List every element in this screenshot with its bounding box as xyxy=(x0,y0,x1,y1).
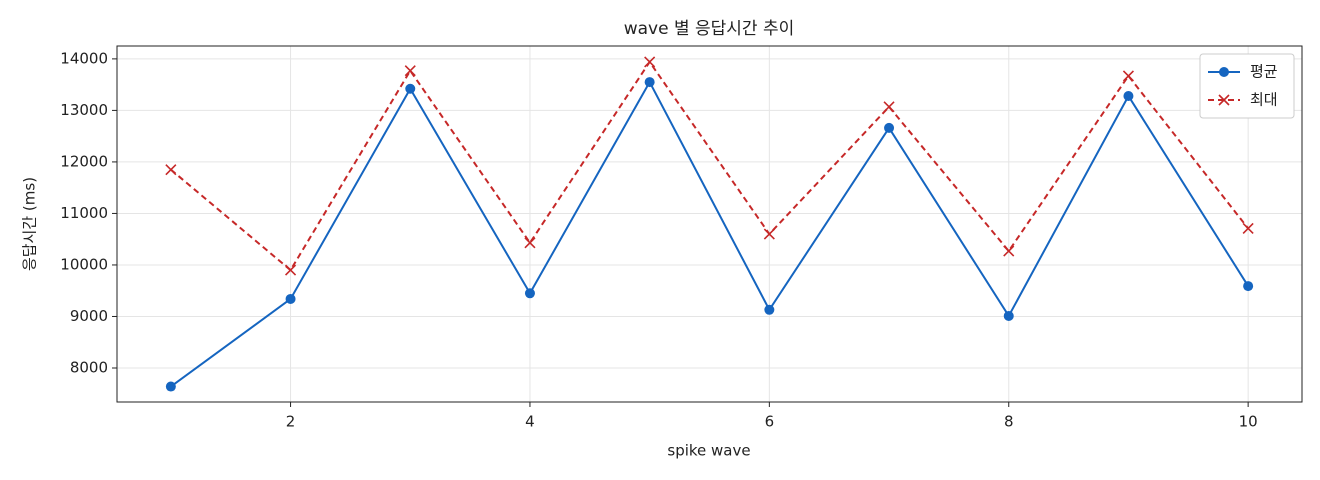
point xyxy=(165,164,177,176)
legend-box xyxy=(1199,53,1295,119)
legend-label: 최대 xyxy=(1250,91,1278,109)
y-tick-label: 11000 xyxy=(60,204,108,222)
point xyxy=(1242,222,1254,234)
point xyxy=(1123,90,1134,101)
legend-marker xyxy=(1218,94,1230,106)
point xyxy=(884,122,895,133)
point xyxy=(524,237,536,249)
point xyxy=(524,288,535,299)
series-line xyxy=(170,79,1249,388)
point xyxy=(644,77,655,88)
point xyxy=(764,304,775,315)
y-tick-label: 9000 xyxy=(70,307,108,325)
point xyxy=(404,65,416,77)
legend-label: 평균 xyxy=(1250,63,1278,81)
y-tick-label: 12000 xyxy=(60,152,108,170)
point xyxy=(1003,310,1014,321)
y-tick-label: 13000 xyxy=(60,101,108,119)
point xyxy=(405,83,416,94)
point xyxy=(644,56,656,68)
y-tick-label: 10000 xyxy=(60,255,108,273)
x-axis-label: spike wave xyxy=(667,442,750,460)
series-line xyxy=(170,60,1249,272)
point xyxy=(165,381,176,392)
x-tick-label: 10 xyxy=(1239,413,1258,431)
point xyxy=(1122,70,1135,82)
y-tick-label: 14000 xyxy=(60,49,108,67)
point xyxy=(285,293,296,304)
plot-frame xyxy=(116,45,1303,403)
y-tick-label: 8000 xyxy=(70,358,108,376)
point xyxy=(1243,281,1254,292)
legend-marker xyxy=(1219,67,1229,77)
point xyxy=(1003,245,1015,257)
point xyxy=(284,264,297,276)
x-tick-label: 6 xyxy=(765,413,775,431)
chart-title: wave 별 응답시간 추이 xyxy=(624,19,795,39)
x-tick-label: 2 xyxy=(286,413,296,431)
y-axis-label: 응답시간 (ms) xyxy=(21,177,39,271)
x-tick-label: 8 xyxy=(1004,413,1014,431)
point xyxy=(883,101,895,113)
x-tick-label: 4 xyxy=(525,413,535,431)
point xyxy=(763,228,775,240)
